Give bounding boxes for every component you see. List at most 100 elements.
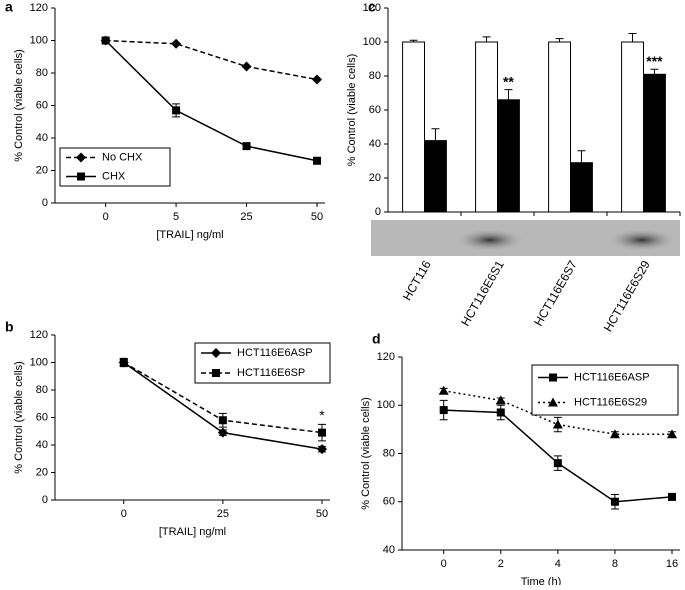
y-tick-label: 100: [363, 36, 381, 48]
line: [105, 39, 318, 81]
error-bar: [555, 38, 564, 42]
y-tick-label: 20: [369, 172, 381, 184]
legend-label: No CHX: [102, 151, 143, 163]
y-tick-label: 120: [30, 329, 48, 341]
y-tick-label: 60: [36, 99, 48, 111]
marker: [553, 459, 562, 468]
error-bar: [577, 150, 586, 163]
x-tick-label: 5: [173, 211, 179, 223]
y-tick-label: 120: [377, 351, 395, 363]
x-tick-label: 50: [316, 508, 328, 520]
y-tick-label: 100: [377, 399, 395, 411]
line: [105, 39, 318, 162]
error-bar: [628, 33, 637, 42]
x-axis-title: [TRAIL] ng/ml: [156, 229, 223, 241]
x-tick-label: 0: [441, 558, 447, 570]
x-tick-label: 8: [612, 558, 618, 570]
legend-marker: [549, 373, 557, 382]
marker: [438, 385, 449, 395]
y-tick-label: 60: [36, 411, 48, 423]
x-tick-label: 25: [240, 211, 252, 223]
marker: [241, 61, 252, 72]
x-tick-label: HCT116: [400, 258, 434, 303]
marker: [317, 444, 327, 455]
marker: [217, 427, 228, 438]
legend-label: HCT116E6SP: [237, 367, 305, 379]
marker: [172, 106, 181, 115]
y-tick-label: 80: [369, 70, 381, 82]
y-tick-label: 80: [36, 384, 48, 396]
x-tick-label: 0: [121, 508, 127, 520]
marker: [552, 419, 563, 429]
marker: [101, 36, 110, 45]
y-tick-label: 0: [42, 494, 48, 506]
marker: [496, 408, 505, 417]
marker: [119, 358, 128, 367]
marker: [171, 38, 182, 49]
annotation: ***: [646, 53, 663, 69]
y-tick-label: 100: [30, 34, 48, 46]
error-bar: [650, 68, 659, 75]
x-tick-label: HCT116E6S29: [601, 258, 653, 334]
x-tick-label: 0: [103, 211, 109, 223]
y-tick-label: 0: [42, 197, 48, 209]
error-bar: [504, 89, 513, 100]
y-tick-label: 120: [363, 2, 381, 14]
marker: [439, 406, 448, 415]
y-tick-label: 60: [383, 496, 395, 508]
error-bar: [409, 39, 418, 42]
y-tick-label: 40: [36, 439, 48, 451]
marker: [610, 497, 619, 506]
blot-band: [608, 229, 676, 251]
y-tick-label: 40: [383, 544, 395, 556]
y-axis-title: % Control (viable cells): [360, 397, 372, 509]
y-tick-label: 120: [30, 2, 48, 14]
legend-box: [531, 364, 679, 416]
legend-marker: [76, 152, 86, 163]
bar: [643, 73, 666, 213]
y-axis-title: % Control (viable cells): [346, 54, 358, 166]
y-tick-label: 20: [36, 466, 48, 478]
x-tick-label: 50: [311, 211, 323, 223]
marker: [668, 492, 676, 501]
legend-label: CHX: [102, 170, 126, 182]
y-tick-label: 80: [36, 67, 48, 79]
blot-band: [456, 229, 524, 251]
x-tick-label: 25: [217, 508, 229, 520]
bar: [424, 140, 447, 213]
legend-marker: [212, 369, 220, 377]
y-tick-label: 60: [369, 104, 381, 116]
y-tick-label: 0: [375, 206, 381, 218]
x-axis-title: Time (h): [521, 576, 562, 585]
y-axis-title: % Control (viable cells): [13, 361, 25, 473]
panel-label: d: [372, 331, 381, 347]
y-axis-title: % Control (viable cells): [13, 49, 25, 161]
legend-marker: [548, 397, 558, 407]
annotation: **: [503, 73, 514, 89]
bar: [402, 41, 426, 213]
x-tick-label: HCT116E6S1: [458, 258, 507, 329]
error-bar: [431, 128, 440, 141]
legend-label: HCT116E6ASP: [237, 347, 313, 359]
line: [443, 390, 672, 435]
x-tick-label: 2: [498, 558, 504, 570]
bar: [621, 41, 644, 213]
marker: [609, 429, 620, 439]
y-tick-label: 40: [369, 138, 381, 150]
x-tick-label: HCT116E6S7: [531, 258, 580, 329]
x-tick-label: 4: [555, 558, 561, 570]
bar: [497, 99, 520, 213]
marker: [312, 74, 322, 85]
marker: [667, 429, 677, 439]
y-tick-label: 100: [30, 356, 48, 368]
bar: [475, 41, 499, 213]
annotation: *: [319, 407, 325, 423]
marker: [218, 416, 227, 425]
legend-marker: [211, 348, 221, 358]
panel-label: b: [5, 319, 14, 335]
bar: [548, 41, 571, 213]
y-tick-label: 20: [36, 164, 48, 176]
marker: [313, 156, 321, 165]
y-tick-label: 40: [36, 132, 48, 144]
